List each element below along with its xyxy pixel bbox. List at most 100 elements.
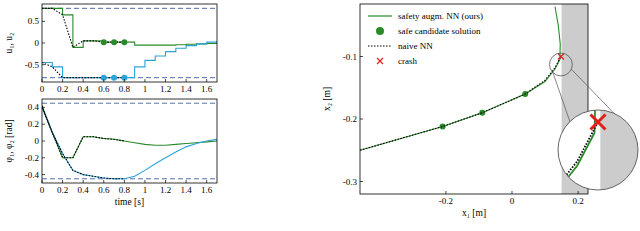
y-tick <box>360 119 363 120</box>
y-tick <box>360 181 363 182</box>
series-line <box>42 41 217 78</box>
x-tick <box>186 180 187 183</box>
point-marker <box>101 39 107 45</box>
plot-area <box>360 4 588 194</box>
y-tick <box>42 64 45 65</box>
x-tick <box>42 79 43 82</box>
y-tick-label: 0.5 <box>28 16 40 26</box>
y-tick-label: 0 <box>35 38 40 48</box>
y-axis-title: φ₁, φ₂ [rad] <box>4 119 14 162</box>
bound-line <box>42 8 217 9</box>
y-tick <box>42 174 45 175</box>
x-tick-label: 1.4 <box>180 185 192 195</box>
series-line <box>42 106 124 158</box>
x-tick-label: 0.4 <box>78 185 90 195</box>
y-tick-label: -0.1 <box>343 52 357 62</box>
y-tick <box>360 56 363 57</box>
y-tick-label: 0.4 <box>28 102 40 112</box>
x-tick-label: 0.6 <box>98 185 110 195</box>
bound-line <box>42 178 217 179</box>
x-tick-label: 0.4 <box>78 84 90 94</box>
bound-line <box>42 103 217 104</box>
legend-swatch <box>368 15 392 16</box>
inset-border <box>558 110 638 190</box>
series-line <box>42 8 124 47</box>
x-tick <box>62 180 63 183</box>
series-line <box>42 106 217 158</box>
x-tick-label: 0 <box>40 185 45 195</box>
x-tick <box>186 79 187 82</box>
frame <box>360 4 588 194</box>
legend-swatch <box>376 27 384 35</box>
y-axis-title: u₁, u₂ <box>4 33 14 54</box>
x-tick-label: 0.2 <box>572 196 583 206</box>
series-line <box>0 0 596 231</box>
zoom-connector <box>553 73 570 123</box>
x-tick <box>144 180 145 183</box>
crash-marker <box>558 54 564 60</box>
x-tick <box>62 79 63 82</box>
y-tick-label: -0.2 <box>25 153 39 163</box>
x-tick-label: 0 <box>40 84 45 94</box>
inset <box>0 0 640 231</box>
series-line <box>42 107 124 178</box>
y-tick <box>42 124 45 125</box>
y-tick-label: -0.3 <box>343 177 358 187</box>
y-tick-label: -0.4 <box>25 170 40 180</box>
point-marker <box>111 39 117 45</box>
y-tick <box>42 141 45 142</box>
x-tick-label: 1.2 <box>160 185 171 195</box>
x-tick <box>165 180 166 183</box>
point-marker <box>121 39 127 45</box>
figure: 00.20.40.60.811.21.41.6-0.500.5u₁, u₂00.… <box>0 0 640 231</box>
legend-box <box>364 7 504 71</box>
series-line <box>360 7 560 151</box>
y-tick <box>42 107 45 108</box>
x-tick-label: 0.8 <box>119 185 131 195</box>
x-tick <box>83 79 84 82</box>
series-line <box>42 63 124 78</box>
x-tick <box>445 191 446 194</box>
x-tick-label: 0.8 <box>119 84 131 94</box>
frame <box>42 4 217 82</box>
x-tick-label: 1 <box>143 185 148 195</box>
plot-area <box>42 8 217 80</box>
y-tick <box>42 21 45 22</box>
y-axis-title: x₂ [m] <box>322 87 332 111</box>
x-tick-label: 0 <box>510 196 515 206</box>
x-tick <box>124 79 125 82</box>
x-tick <box>103 79 104 82</box>
legend-label: naive NN <box>398 41 433 51</box>
x-tick-label: 1.2 <box>160 84 171 94</box>
y-tick-label: 0 <box>35 136 40 146</box>
plot-area <box>42 103 217 179</box>
x-tick <box>103 180 104 183</box>
x-tick <box>144 79 145 82</box>
y-tick <box>42 43 45 44</box>
y-tick-label: -0.2 <box>343 114 357 124</box>
x-tick <box>206 180 207 183</box>
legend-label: crash <box>398 56 417 66</box>
legend-label: safety augm. NN (ours) <box>398 11 483 21</box>
series-line <box>42 107 217 178</box>
series-line <box>42 8 217 47</box>
x-tick-label: 1.6 <box>201 84 213 94</box>
x-tick <box>83 180 84 183</box>
x-tick-label: -0.2 <box>439 196 453 206</box>
legend-label: safe candidate solution <box>398 26 481 36</box>
legend-swatch <box>377 58 383 64</box>
point-marker <box>440 124 446 130</box>
y-tick <box>42 157 45 158</box>
x-tick <box>165 79 166 82</box>
crash-marker <box>591 115 606 130</box>
x-tick-label: 1.4 <box>180 84 192 94</box>
y-tick-label: -0.5 <box>25 60 40 70</box>
frame <box>42 99 217 183</box>
y-tick-label: 0.2 <box>28 119 39 129</box>
x-tick-label: 0.2 <box>57 185 68 195</box>
series-line <box>0 122 598 231</box>
x-tick <box>206 79 207 82</box>
unsafe-region <box>600 110 640 190</box>
x-axis-title: x₁ [m] <box>462 208 486 218</box>
x-tick-label: 0.2 <box>57 84 68 94</box>
